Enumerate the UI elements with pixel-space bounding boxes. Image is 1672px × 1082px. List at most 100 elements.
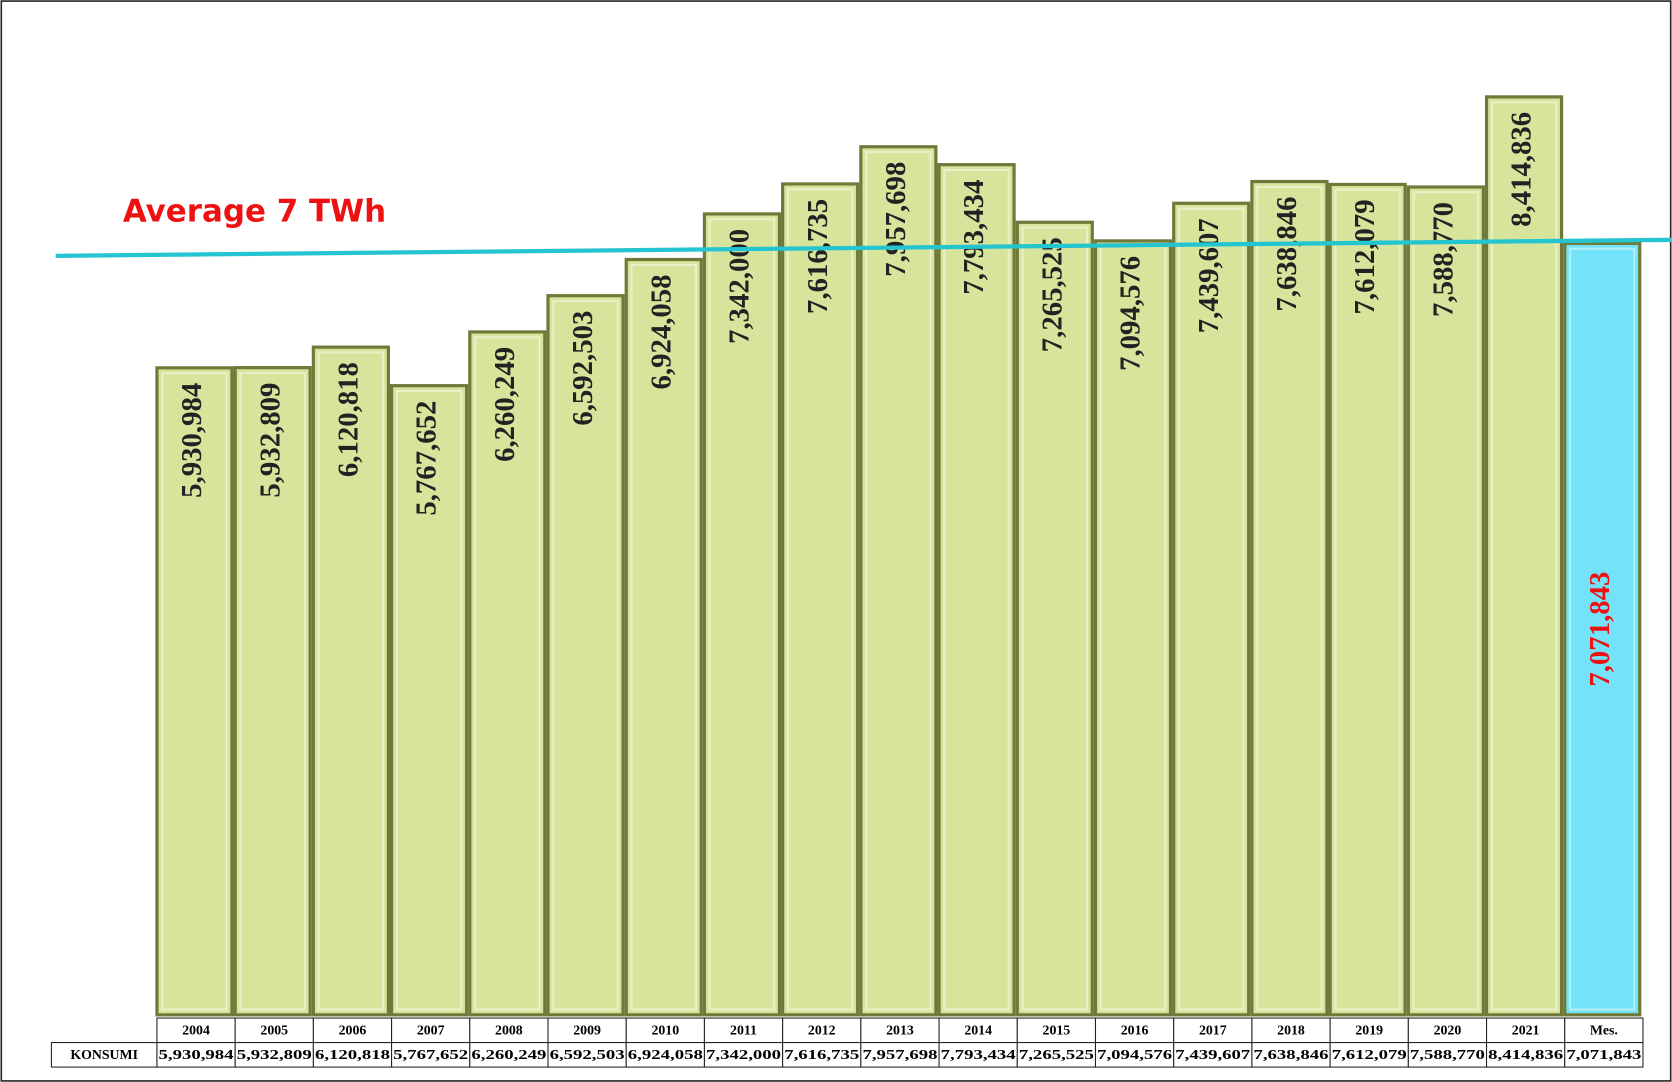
table-cell bbox=[1173, 1042, 1253, 1068]
bar bbox=[1015, 220, 1094, 1017]
table-value: 7,265,525 bbox=[1019, 1047, 1094, 1062]
table-cell bbox=[860, 1017, 940, 1044]
value-label: 7,265,525 bbox=[1036, 237, 1068, 352]
table-value: 7,588,770 bbox=[1410, 1047, 1485, 1062]
x-tick-label: 2006 bbox=[339, 1023, 367, 1038]
table-value: 7,342,000 bbox=[706, 1047, 781, 1062]
value-label: 5,932,809 bbox=[254, 383, 286, 498]
bar bbox=[155, 366, 234, 1017]
bar-bevel bbox=[630, 263, 697, 1011]
table-value: 6,592,503 bbox=[550, 1047, 625, 1062]
bar-bevel bbox=[1021, 226, 1089, 1011]
table-value: 5,930,984 bbox=[159, 1047, 234, 1062]
bar-bevel bbox=[474, 336, 541, 1011]
bar bbox=[937, 163, 1016, 1017]
table-value: 8,414,836 bbox=[1488, 1047, 1563, 1062]
table-cell bbox=[391, 1042, 471, 1068]
table-value: 5,932,809 bbox=[237, 1047, 312, 1062]
bar-bevel bbox=[1334, 188, 1401, 1011]
x-tick-label: 2019 bbox=[1355, 1023, 1383, 1038]
row-label: KONSUMI bbox=[70, 1047, 138, 1062]
x-tick-label: Mes. bbox=[1590, 1023, 1618, 1038]
table-cell bbox=[1407, 1017, 1488, 1044]
table-value: 7,439,607 bbox=[1175, 1047, 1250, 1062]
value-label: 7,612,079 bbox=[1349, 199, 1381, 314]
table-cell bbox=[547, 1042, 627, 1068]
bar bbox=[1172, 201, 1251, 1017]
bars: 5,930,984 5,932,809 6,120,818 5,767,652 6,26… bbox=[155, 95, 1642, 1017]
table-cell bbox=[1094, 1042, 1175, 1068]
bar bbox=[1250, 179, 1329, 1017]
value-label: 7,439,607 bbox=[1193, 218, 1225, 333]
bar bbox=[1563, 241, 1642, 1017]
x-tick-label: 2015 bbox=[1043, 1023, 1071, 1038]
bar-bevel bbox=[1256, 185, 1323, 1011]
table-cell bbox=[1564, 1042, 1644, 1068]
x-tick-label: 2007 bbox=[417, 1023, 445, 1038]
table-cell bbox=[703, 1042, 784, 1068]
bar bbox=[1328, 182, 1407, 1017]
value-label: 7,342,000 bbox=[724, 229, 756, 344]
value-label: 7,957,698 bbox=[880, 162, 912, 277]
table-cell bbox=[50, 1042, 158, 1068]
bar-bevel bbox=[1569, 247, 1636, 1011]
table-cell bbox=[1173, 1017, 1253, 1044]
table-cell bbox=[1407, 1042, 1488, 1068]
x-tick-label: 2008 bbox=[495, 1023, 523, 1038]
bar bbox=[624, 257, 703, 1017]
data-table: KONSUMI 2004 5,930,984 2005 5,932,809 2006 6,1… bbox=[50, 1017, 1644, 1068]
bar bbox=[233, 366, 312, 1017]
table-value: 6,260,249 bbox=[471, 1047, 546, 1062]
x-tick-label: 2012 bbox=[808, 1023, 836, 1038]
value-label: 7,588,770 bbox=[1427, 202, 1459, 317]
table-value: 7,612,079 bbox=[1332, 1047, 1407, 1062]
bar bbox=[1484, 95, 1564, 1017]
bar-bevel bbox=[317, 351, 385, 1011]
x-tick-label: 2013 bbox=[886, 1023, 914, 1038]
average-line bbox=[55, 237, 1672, 258]
value-label: 5,767,652 bbox=[411, 401, 443, 516]
x-tick-label: 2011 bbox=[730, 1023, 757, 1038]
bar-bevel bbox=[786, 188, 854, 1011]
table-cell bbox=[1016, 1017, 1097, 1044]
table-cell bbox=[860, 1042, 940, 1068]
x-tick-label: 2004 bbox=[182, 1023, 210, 1038]
bar bbox=[1406, 185, 1485, 1017]
value-label: 7,616,735 bbox=[802, 199, 834, 314]
table-cell bbox=[703, 1017, 784, 1044]
x-tick-label: 2021 bbox=[1512, 1023, 1540, 1038]
table-cell bbox=[1329, 1017, 1409, 1044]
table-cell bbox=[1486, 1017, 1566, 1044]
bar bbox=[389, 384, 469, 1017]
bar bbox=[1093, 239, 1173, 1017]
value-label: 5,930,984 bbox=[176, 383, 208, 498]
table-value: 7,638,846 bbox=[1254, 1047, 1329, 1062]
table-cell bbox=[1486, 1042, 1566, 1068]
value-label: 6,120,818 bbox=[332, 362, 364, 477]
value-label: 8,414,836 bbox=[1506, 112, 1538, 227]
table-value: 5,767,652 bbox=[393, 1047, 468, 1062]
value-label: 6,592,503 bbox=[567, 311, 599, 426]
table-value: 7,957,698 bbox=[862, 1047, 937, 1062]
x-tick-label: 2016 bbox=[1121, 1023, 1149, 1038]
table-cell bbox=[625, 1017, 705, 1044]
bar-bevel bbox=[943, 168, 1010, 1011]
value-label: 6,260,249 bbox=[489, 347, 521, 462]
x-tick-label: 2017 bbox=[1199, 1023, 1227, 1038]
table-cell bbox=[1251, 1017, 1331, 1044]
value-label: 7,638,846 bbox=[1271, 196, 1303, 311]
table-value: 7,793,434 bbox=[941, 1047, 1016, 1062]
table-cell bbox=[1251, 1042, 1331, 1068]
bar-bevel bbox=[865, 151, 932, 1011]
bar bbox=[702, 212, 782, 1017]
bar-bevel bbox=[708, 218, 776, 1011]
bar bbox=[859, 145, 938, 1017]
table-cell bbox=[938, 1042, 1018, 1068]
bar-bevel bbox=[395, 389, 463, 1011]
value-label: 6,924,058 bbox=[645, 274, 677, 389]
bar bbox=[311, 345, 390, 1017]
table-value: 6,924,058 bbox=[628, 1047, 703, 1062]
x-tick-label: 2010 bbox=[651, 1023, 679, 1038]
annotation: Average 7 TWh bbox=[123, 194, 386, 230]
